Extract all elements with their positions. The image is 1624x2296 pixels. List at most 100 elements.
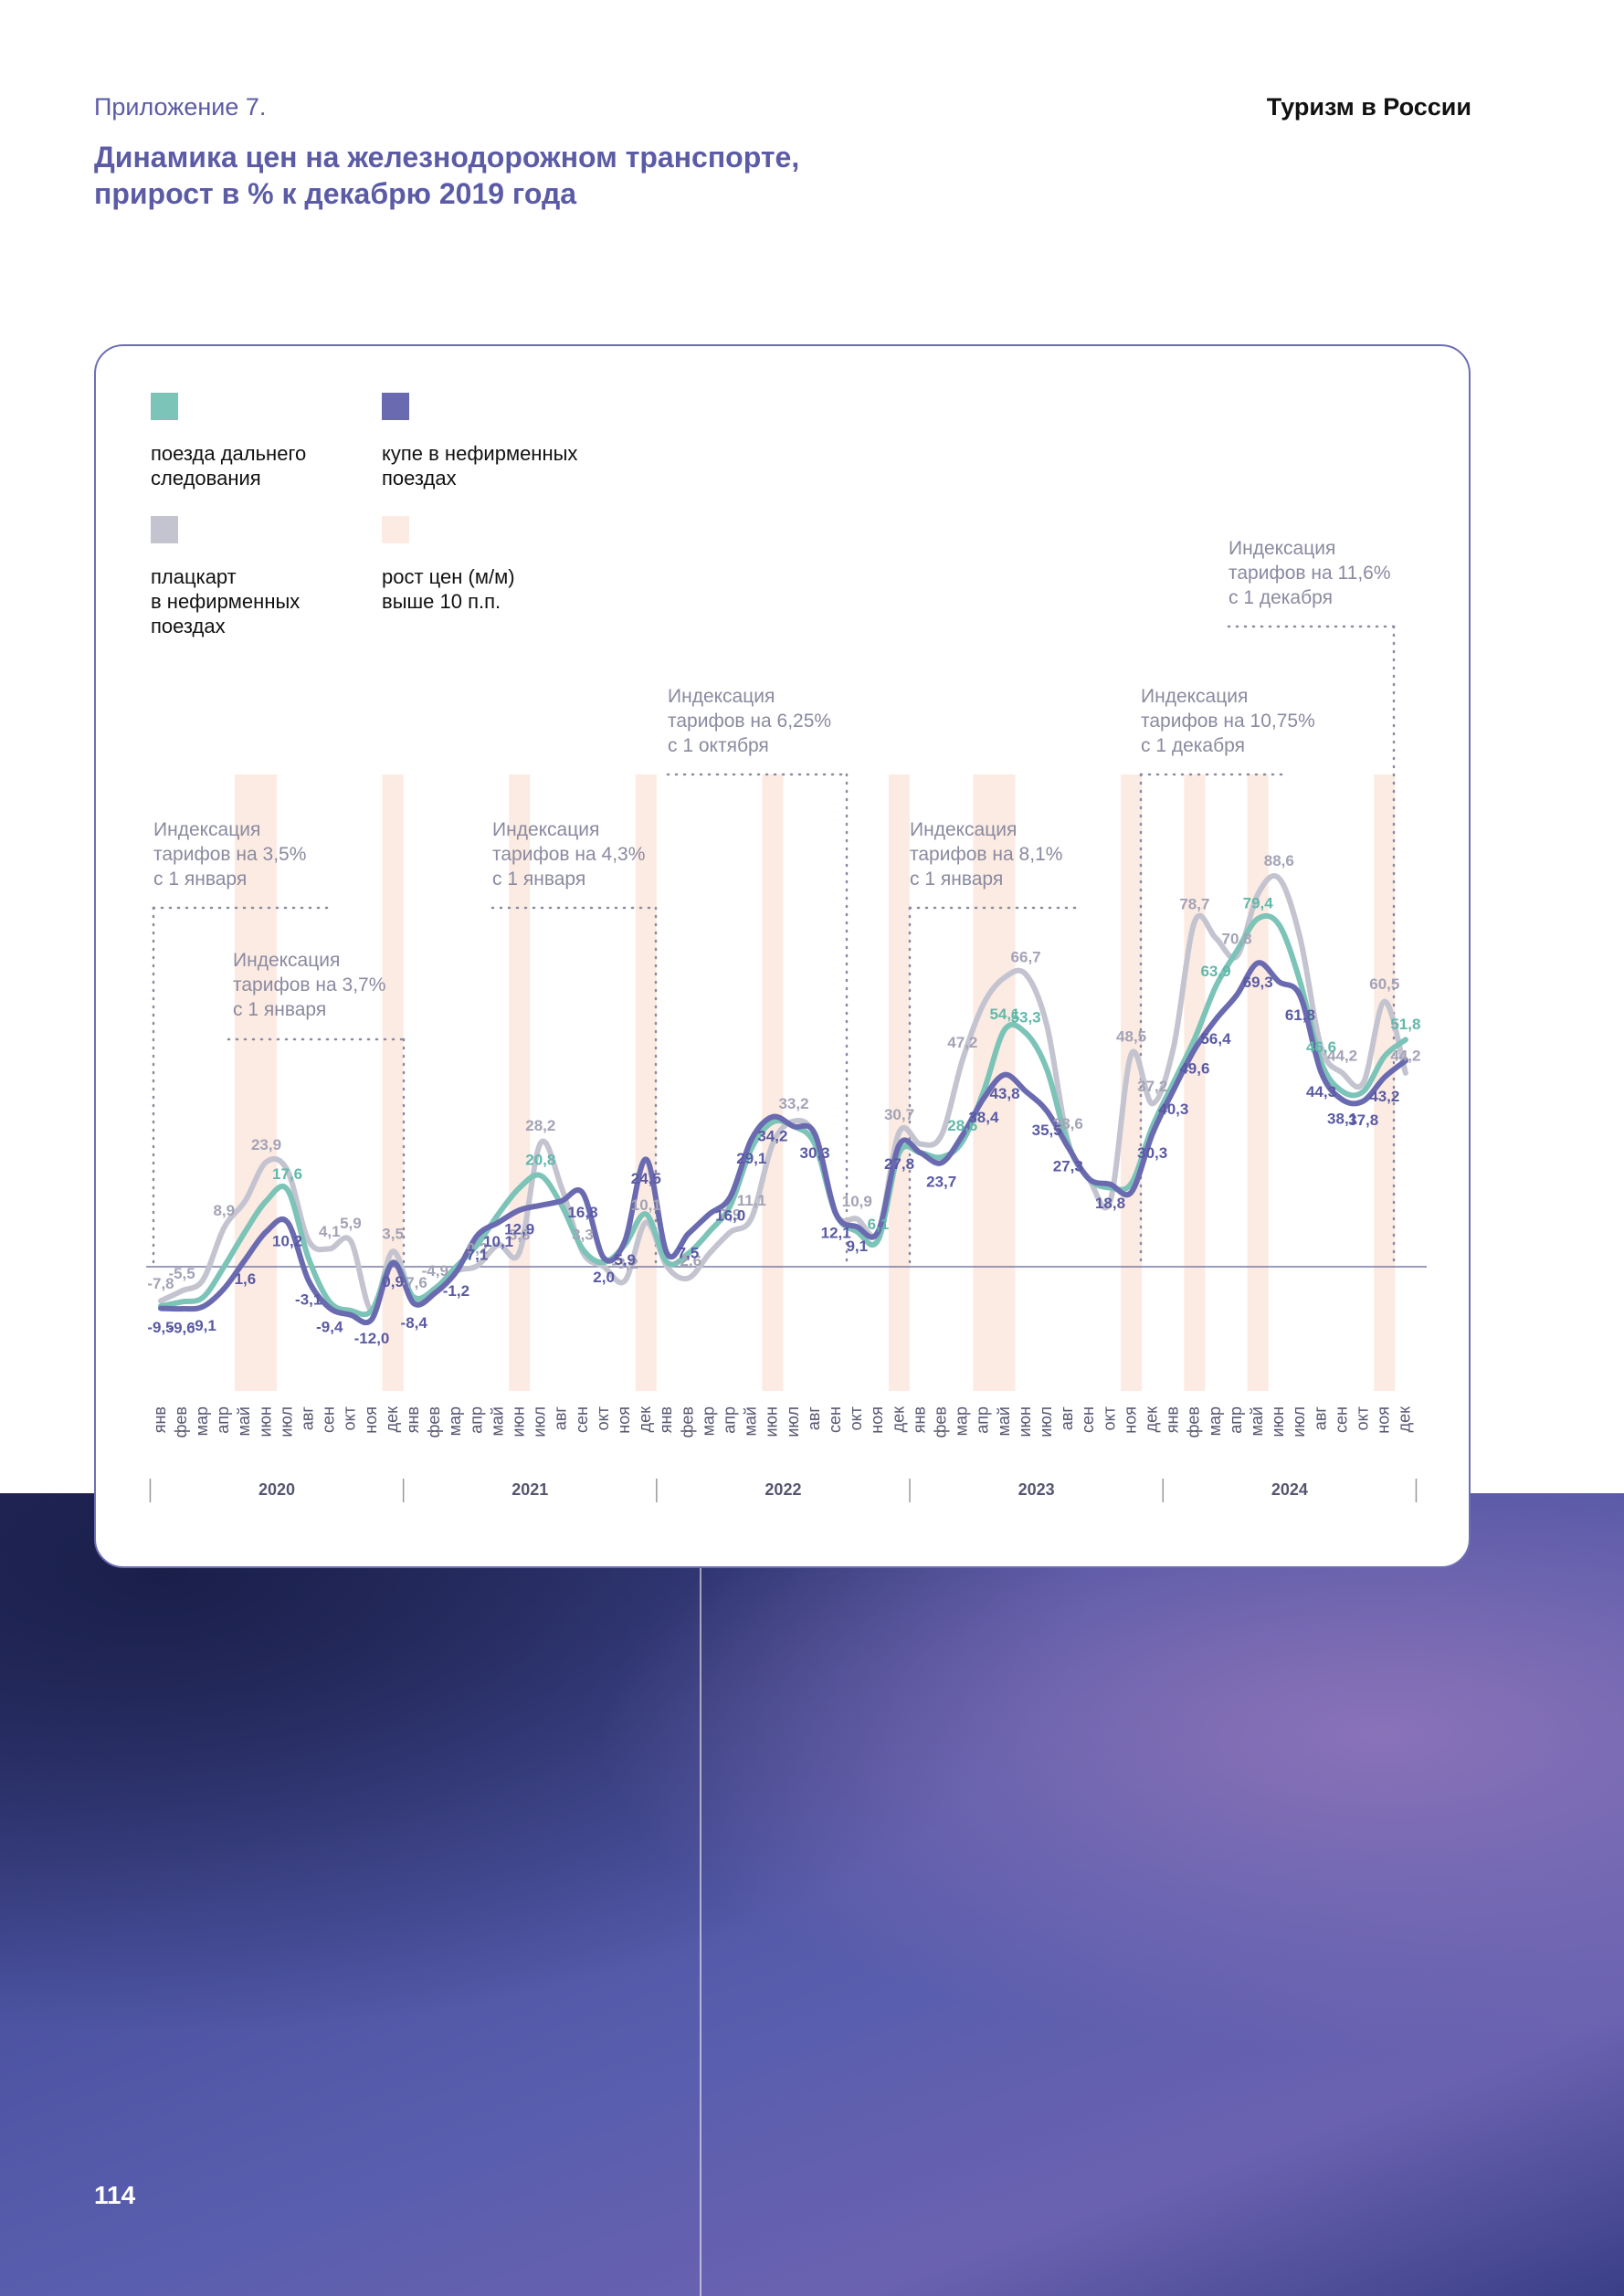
- x-tick-label: июн: [763, 1406, 781, 1438]
- data-label: -12,0: [354, 1330, 390, 1347]
- legend-label: купе в нефирменных поездах: [382, 442, 578, 490]
- x-tick-label: сен: [320, 1406, 338, 1433]
- data-label: -9,4: [316, 1319, 343, 1336]
- data-label: 44,2: [1327, 1047, 1357, 1064]
- x-tick-label: авг: [805, 1406, 823, 1431]
- data-label: 2,0: [593, 1269, 615, 1286]
- legend-swatch: [151, 516, 178, 543]
- page-number: 114: [94, 2181, 136, 2209]
- x-tick-label: май: [1248, 1406, 1266, 1436]
- x-tick-label: янв: [1164, 1406, 1182, 1433]
- x-tick-label: апр: [214, 1406, 232, 1434]
- data-label: -9,1: [190, 1317, 216, 1334]
- divider: [700, 1493, 701, 2296]
- x-tick-label: июн: [509, 1406, 527, 1438]
- x-tick-label: ноя: [1375, 1406, 1393, 1434]
- highlight-band: [382, 774, 404, 1391]
- data-label: 18,8: [1095, 1195, 1125, 1212]
- x-tick-label: окт: [1353, 1406, 1371, 1430]
- x-tick-label: июн: [1016, 1406, 1034, 1438]
- data-label: -9,6: [168, 1320, 195, 1337]
- annotation: Индексация тарифов на 3,5% с 1 января: [153, 819, 307, 890]
- data-label: 3,5: [382, 1226, 404, 1243]
- x-tick-label: ноя: [615, 1406, 633, 1434]
- data-label: 16,8: [567, 1204, 597, 1221]
- data-label: 1,6: [235, 1270, 257, 1288]
- x-tick-label: июл: [1290, 1406, 1308, 1438]
- highlight-band: [1374, 774, 1396, 1391]
- data-label: 37,8: [1348, 1111, 1378, 1129]
- x-tick-label: ноя: [362, 1406, 380, 1434]
- x-tick-label: янв: [657, 1406, 675, 1433]
- x-tick-label: мар: [193, 1406, 211, 1436]
- highlight-band: [1184, 774, 1206, 1391]
- x-tick-label: дек: [383, 1406, 401, 1433]
- data-label: 70,8: [1222, 931, 1252, 948]
- x-tick-label: апр: [1227, 1406, 1245, 1434]
- data-label: -7,8: [147, 1275, 174, 1292]
- data-label: -5,5: [168, 1265, 195, 1282]
- x-tick-label: сен: [573, 1406, 591, 1433]
- data-label: -2,6: [675, 1252, 701, 1269]
- data-label: 78,7: [1179, 896, 1209, 913]
- x-tick-label: апр: [467, 1406, 485, 1434]
- highlight-band: [762, 774, 784, 1391]
- data-label: 40,3: [1158, 1101, 1188, 1118]
- highlight-band: [994, 774, 1016, 1391]
- x-tick-label: окт: [594, 1406, 612, 1430]
- data-label: 47,2: [947, 1034, 977, 1051]
- highlight-band: [1121, 774, 1143, 1391]
- data-label: 7,9: [720, 1206, 742, 1224]
- data-label: 27,8: [884, 1155, 914, 1173]
- data-label: 43,8: [989, 1085, 1019, 1102]
- data-label: 34,2: [757, 1127, 787, 1144]
- data-label: 0,9: [382, 1273, 404, 1290]
- highlight-band: [973, 774, 995, 1391]
- data-label: 11,1: [737, 1192, 766, 1209]
- x-tick-label: июл: [1037, 1406, 1055, 1438]
- data-label: -1,2: [443, 1282, 469, 1300]
- data-label: 88,6: [1264, 852, 1294, 869]
- data-label: 33,2: [778, 1095, 808, 1112]
- x-tick-label: май: [742, 1406, 760, 1436]
- data-label: 38,4: [968, 1109, 999, 1126]
- data-label: 38,1: [1327, 1111, 1357, 1128]
- x-tick-label: дек: [636, 1406, 654, 1433]
- series-line: [158, 960, 1408, 1326]
- data-label: 37,2: [1137, 1078, 1167, 1095]
- x-tick-label: июн: [1269, 1406, 1287, 1438]
- x-tick-label: фев: [1185, 1406, 1203, 1438]
- legend-label: плацкарт в нефирменных поездах: [151, 565, 301, 637]
- data-label: 61,8: [1285, 1006, 1315, 1024]
- x-tick-label: сен: [826, 1406, 844, 1433]
- data-label: 46,6: [1306, 1038, 1336, 1056]
- x-tick-label: фев: [172, 1406, 190, 1438]
- data-label: 44,3: [1306, 1083, 1336, 1101]
- data-label: 12,9: [504, 1221, 534, 1238]
- x-tick-label: янв: [910, 1406, 928, 1433]
- legend-swatch: [382, 516, 409, 543]
- x-tick-label: окт: [1100, 1406, 1118, 1430]
- x-tick-label: дек: [1142, 1406, 1160, 1433]
- data-label: 3,3: [572, 1227, 594, 1244]
- data-label: 54,1: [989, 1006, 1019, 1023]
- data-label: 28,2: [525, 1117, 555, 1134]
- data-label: 35,5: [1032, 1122, 1062, 1139]
- data-label: 51,8: [1390, 1016, 1420, 1033]
- x-tick-label: окт: [847, 1406, 865, 1430]
- data-label: 63,9: [1200, 963, 1230, 980]
- x-tick-label: июл: [784, 1406, 802, 1438]
- data-label: 17,6: [272, 1165, 302, 1183]
- data-label: 43,2: [1369, 1088, 1399, 1105]
- data-label: 20,8: [525, 1152, 555, 1169]
- x-tick-label: дек: [889, 1406, 907, 1433]
- chart-title: Динамика цен на железнодорожном транспор…: [94, 141, 800, 210]
- appendix-label: Приложение 7.: [94, 93, 267, 121]
- data-label: 10,1: [631, 1196, 661, 1214]
- data-label: 8,9: [213, 1202, 235, 1219]
- x-tick-label: авг: [1311, 1406, 1329, 1431]
- series-line: [158, 873, 1408, 1314]
- data-label: 5,9: [340, 1215, 362, 1232]
- x-tick-label: мар: [953, 1406, 971, 1436]
